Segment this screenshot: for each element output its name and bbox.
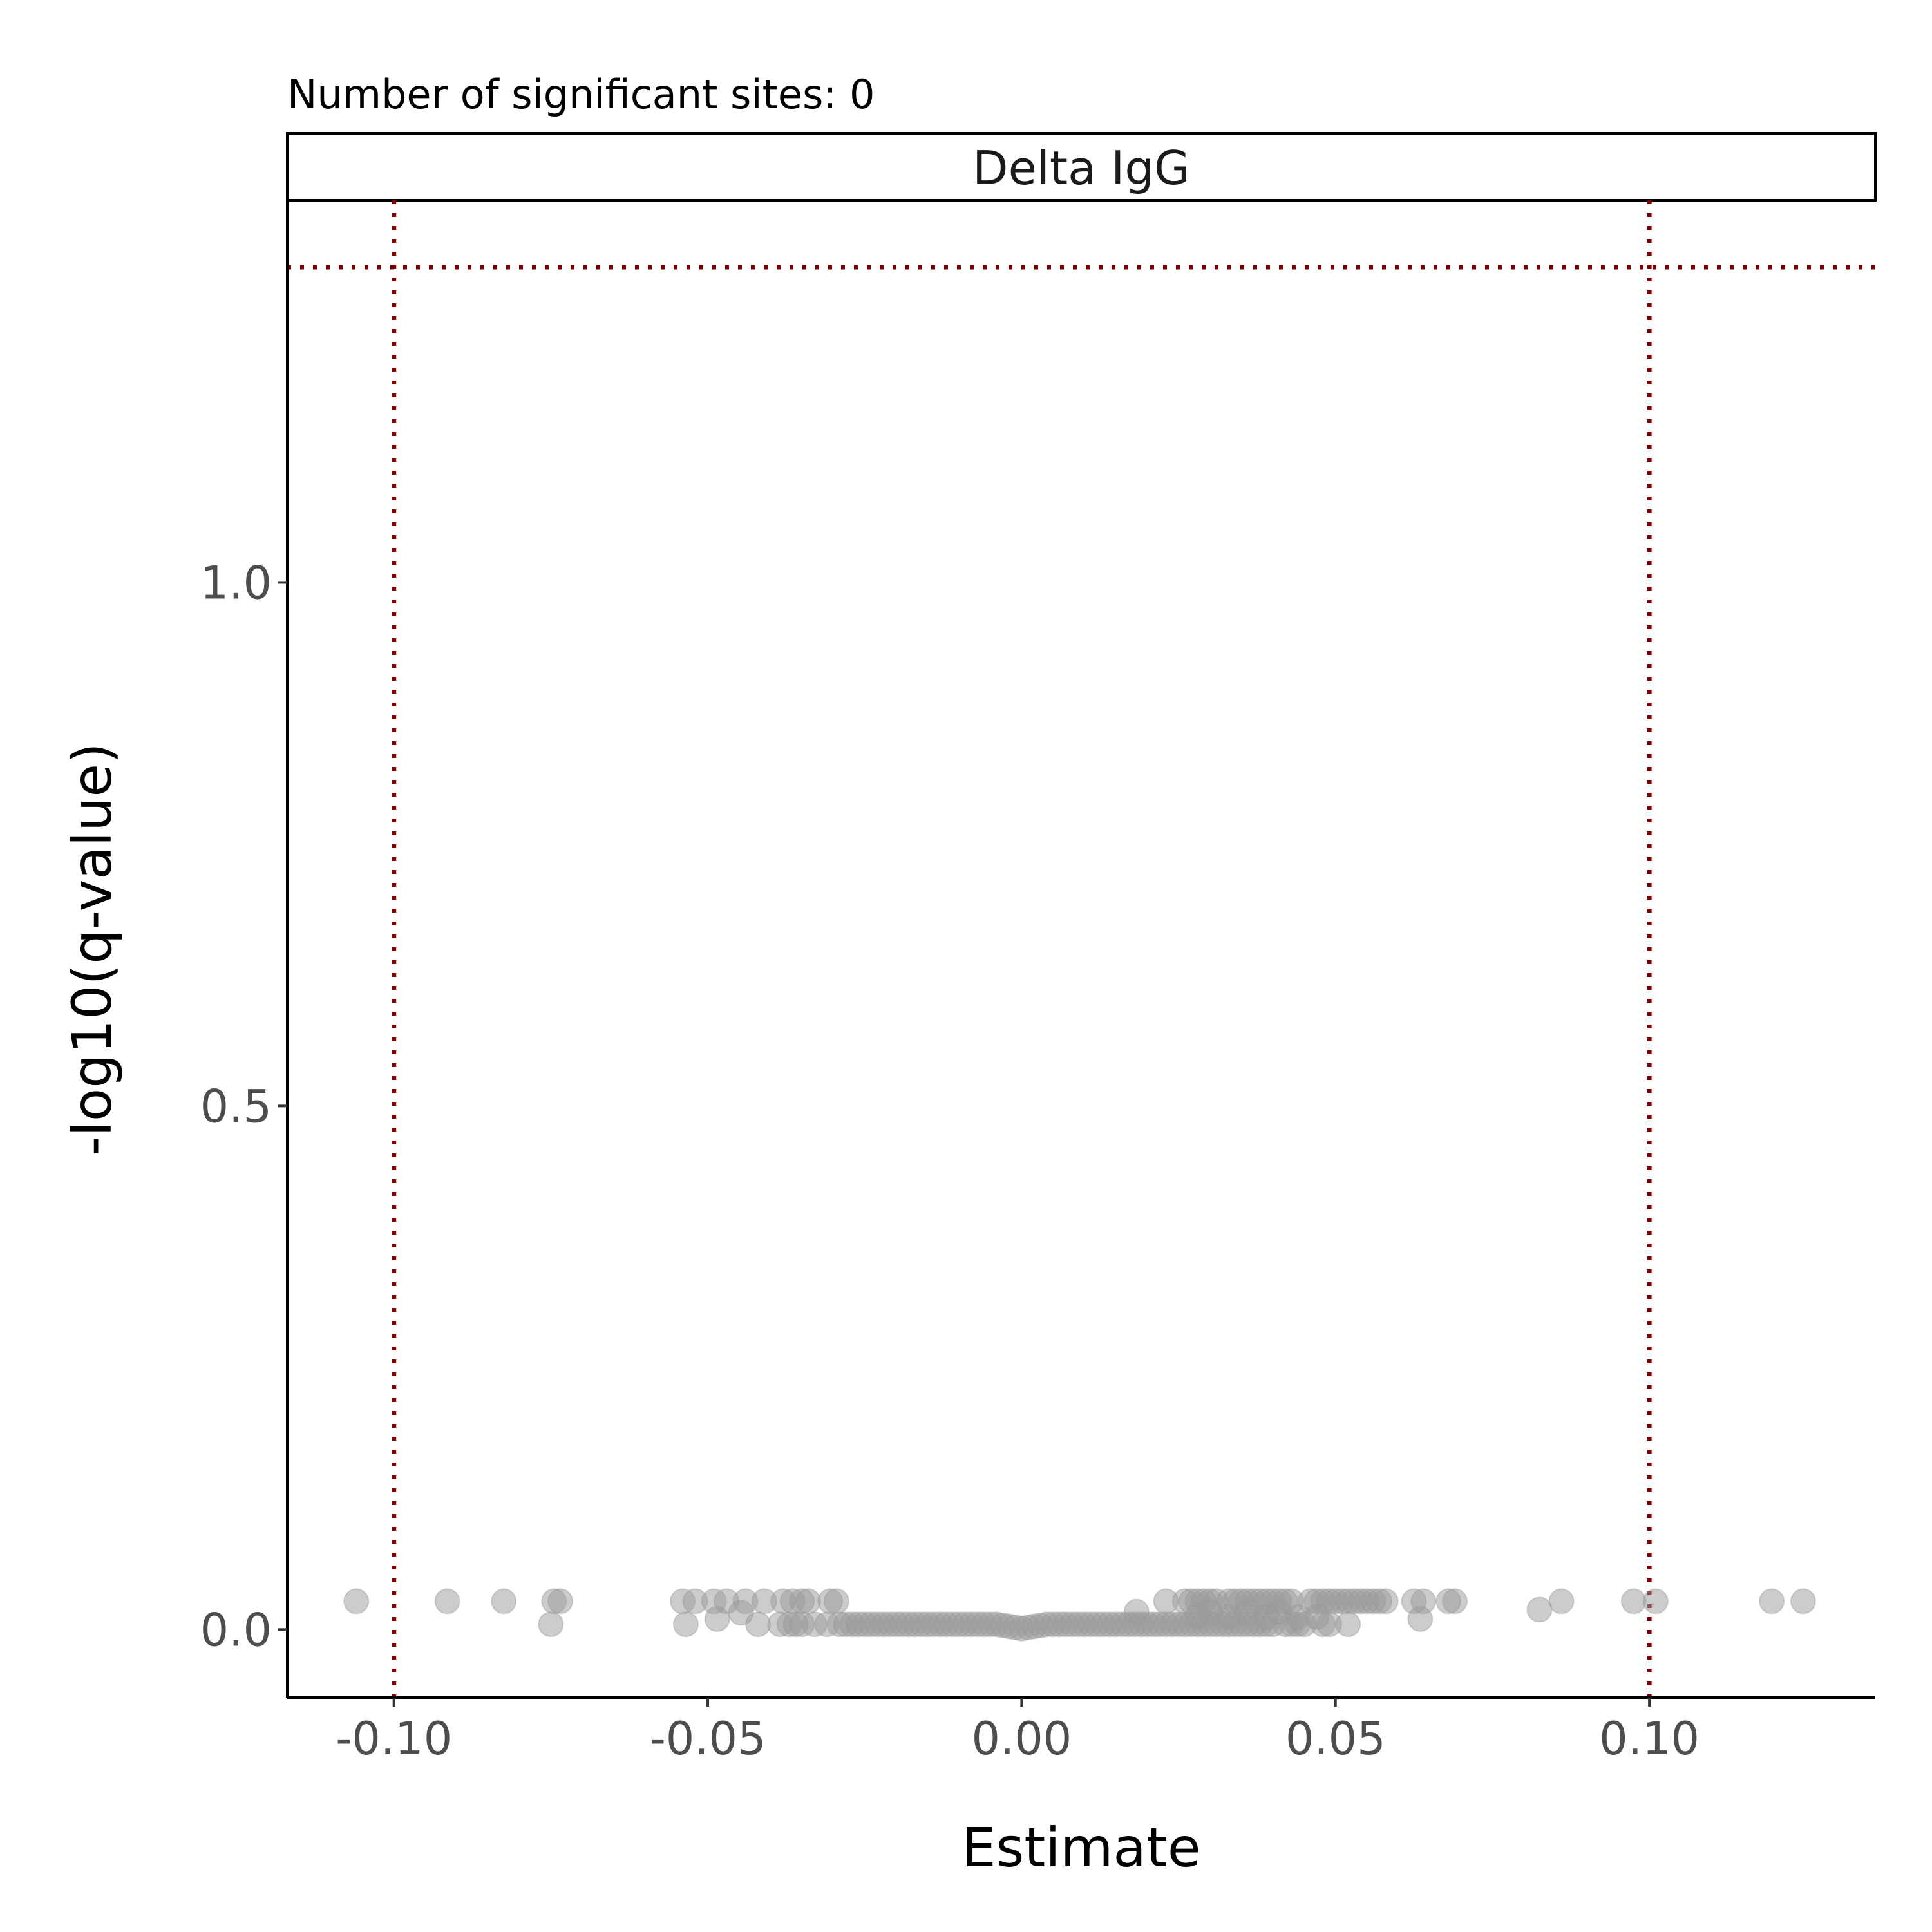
- facet-strip: [286, 132, 1877, 202]
- x-tick-label: 0.00: [971, 1712, 1072, 1765]
- y-axis-ticks: 0.0 0.5 1.0: [200, 556, 287, 1656]
- reference-lines: [287, 200, 1875, 1698]
- facet-strip-label: Delta IgG: [972, 141, 1190, 195]
- data-point: [547, 1588, 573, 1615]
- data-point: [1642, 1588, 1669, 1615]
- data-point: [795, 1588, 822, 1615]
- data-point: [1335, 1611, 1361, 1638]
- data-point: [1123, 1598, 1150, 1625]
- data-point: [1526, 1596, 1553, 1623]
- x-axis-title: Estimate: [961, 1816, 1200, 1879]
- x-tick-label: 0.05: [1285, 1712, 1386, 1765]
- y-axis-title: -log10(q-value): [61, 743, 124, 1156]
- x-tick-label: 0.10: [1599, 1712, 1700, 1765]
- data-points: [343, 1588, 1816, 1642]
- data-point: [704, 1606, 730, 1633]
- x-tick-label: -0.05: [649, 1712, 766, 1765]
- y-tick-label: 1.0: [200, 556, 272, 609]
- y-tick-label: 0.0: [200, 1604, 272, 1656]
- chart-title: Number of significant sites: 0: [287, 71, 875, 118]
- data-point: [538, 1611, 564, 1638]
- y-tick-label: 0.5: [200, 1080, 272, 1133]
- data-point: [1620, 1588, 1647, 1615]
- data-point: [823, 1588, 849, 1615]
- data-point: [491, 1588, 517, 1615]
- data-point: [1759, 1588, 1785, 1615]
- data-point: [1372, 1588, 1399, 1615]
- data-point: [1441, 1588, 1468, 1615]
- x-tick-label: -0.10: [336, 1712, 452, 1765]
- data-point: [343, 1588, 370, 1615]
- data-point: [1407, 1606, 1434, 1633]
- data-point: [1548, 1588, 1575, 1615]
- data-point: [672, 1611, 699, 1638]
- data-point: [1790, 1588, 1816, 1615]
- data-point: [745, 1611, 772, 1638]
- data-point: [434, 1588, 460, 1615]
- x-axis-ticks: -0.10 -0.05 0.00 0.05 0.10: [336, 1698, 1700, 1765]
